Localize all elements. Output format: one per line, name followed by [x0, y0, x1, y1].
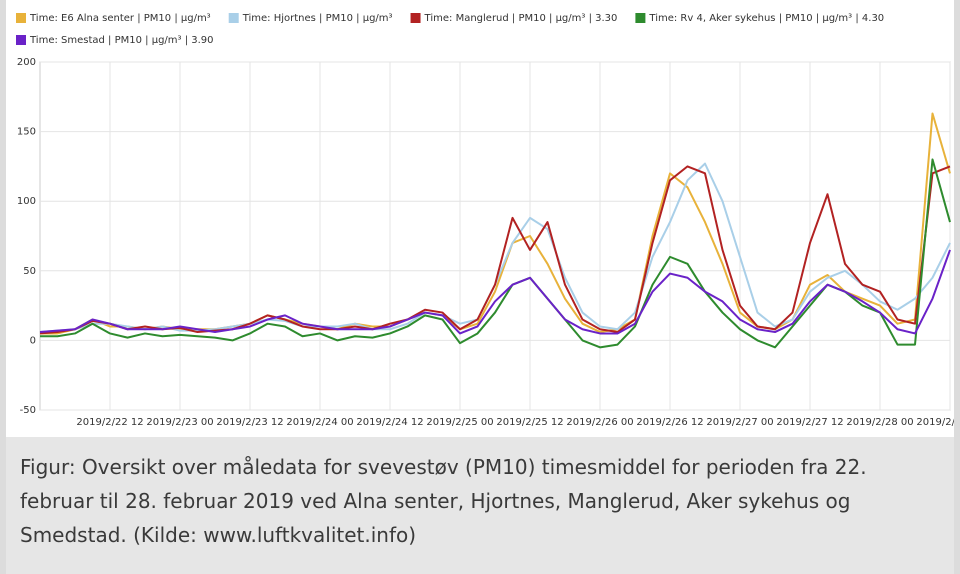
- y-tick-label: 0: [30, 335, 36, 346]
- legend-label: Time: Smestad | PM10 | µg/m³ | 3.90: [29, 35, 214, 46]
- legend-label: Time: Manglerud | PM10 | µg/m³ | 3.30: [424, 13, 618, 24]
- legend-label: Time: E6 Alna senter | PM10 | µg/m³: [29, 13, 211, 24]
- figure: -50 0 50 100 150 200 2019/2/22 12 2019/2/23 00 2…: [6, 0, 954, 574]
- x-tick-label: 2019/2/23 12: [216, 417, 283, 428]
- x-tick-label: 2019/2/28 12: [916, 417, 954, 428]
- x-tick-label: 2019/2/24 12: [356, 417, 423, 428]
- x-tick-label: 2019/2/28 00: [846, 417, 913, 428]
- y-tick-label: 150: [17, 127, 36, 138]
- x-tick-label: 2019/2/26 00: [566, 417, 633, 428]
- legend-swatch: [228, 13, 239, 23]
- x-tick-label: 2019/2/25 12: [496, 417, 563, 428]
- series-line: [39, 249, 951, 335]
- legend-swatch: [635, 13, 646, 23]
- y-tick-label: 50: [23, 266, 36, 277]
- y-tick-label: 100: [17, 196, 36, 207]
- legend-swatch: [410, 13, 421, 23]
- x-tick-label: 2019/2/24 00: [286, 417, 353, 428]
- legend-swatch: [16, 35, 26, 45]
- x-tick-label: 2019/2/22 12: [76, 417, 143, 428]
- series-line: [39, 162, 951, 334]
- x-tick-label: 2019/2/27 12: [776, 417, 843, 428]
- legend-label: Time: Hjortnes | PM10 | µg/m³: [242, 13, 393, 24]
- x-tick-label: 2019/2/23 00: [146, 417, 213, 428]
- series-line: [39, 165, 951, 335]
- series-line: [40, 158, 951, 349]
- legend-swatch: [16, 13, 26, 23]
- x-tick-label: 2019/2/27 00: [706, 417, 773, 428]
- y-tick-label: -50: [20, 405, 36, 416]
- legend-label: Time: Rv 4, Aker sykehus | PM10 | µg/m³ …: [648, 13, 884, 24]
- y-tick-label: 200: [17, 57, 36, 68]
- caption: Figur: Oversikt over måledata for sveves…: [20, 455, 867, 547]
- x-tick-label: 2019/2/25 00: [426, 417, 493, 428]
- x-tick-label: 2019/2/26 12: [636, 417, 703, 428]
